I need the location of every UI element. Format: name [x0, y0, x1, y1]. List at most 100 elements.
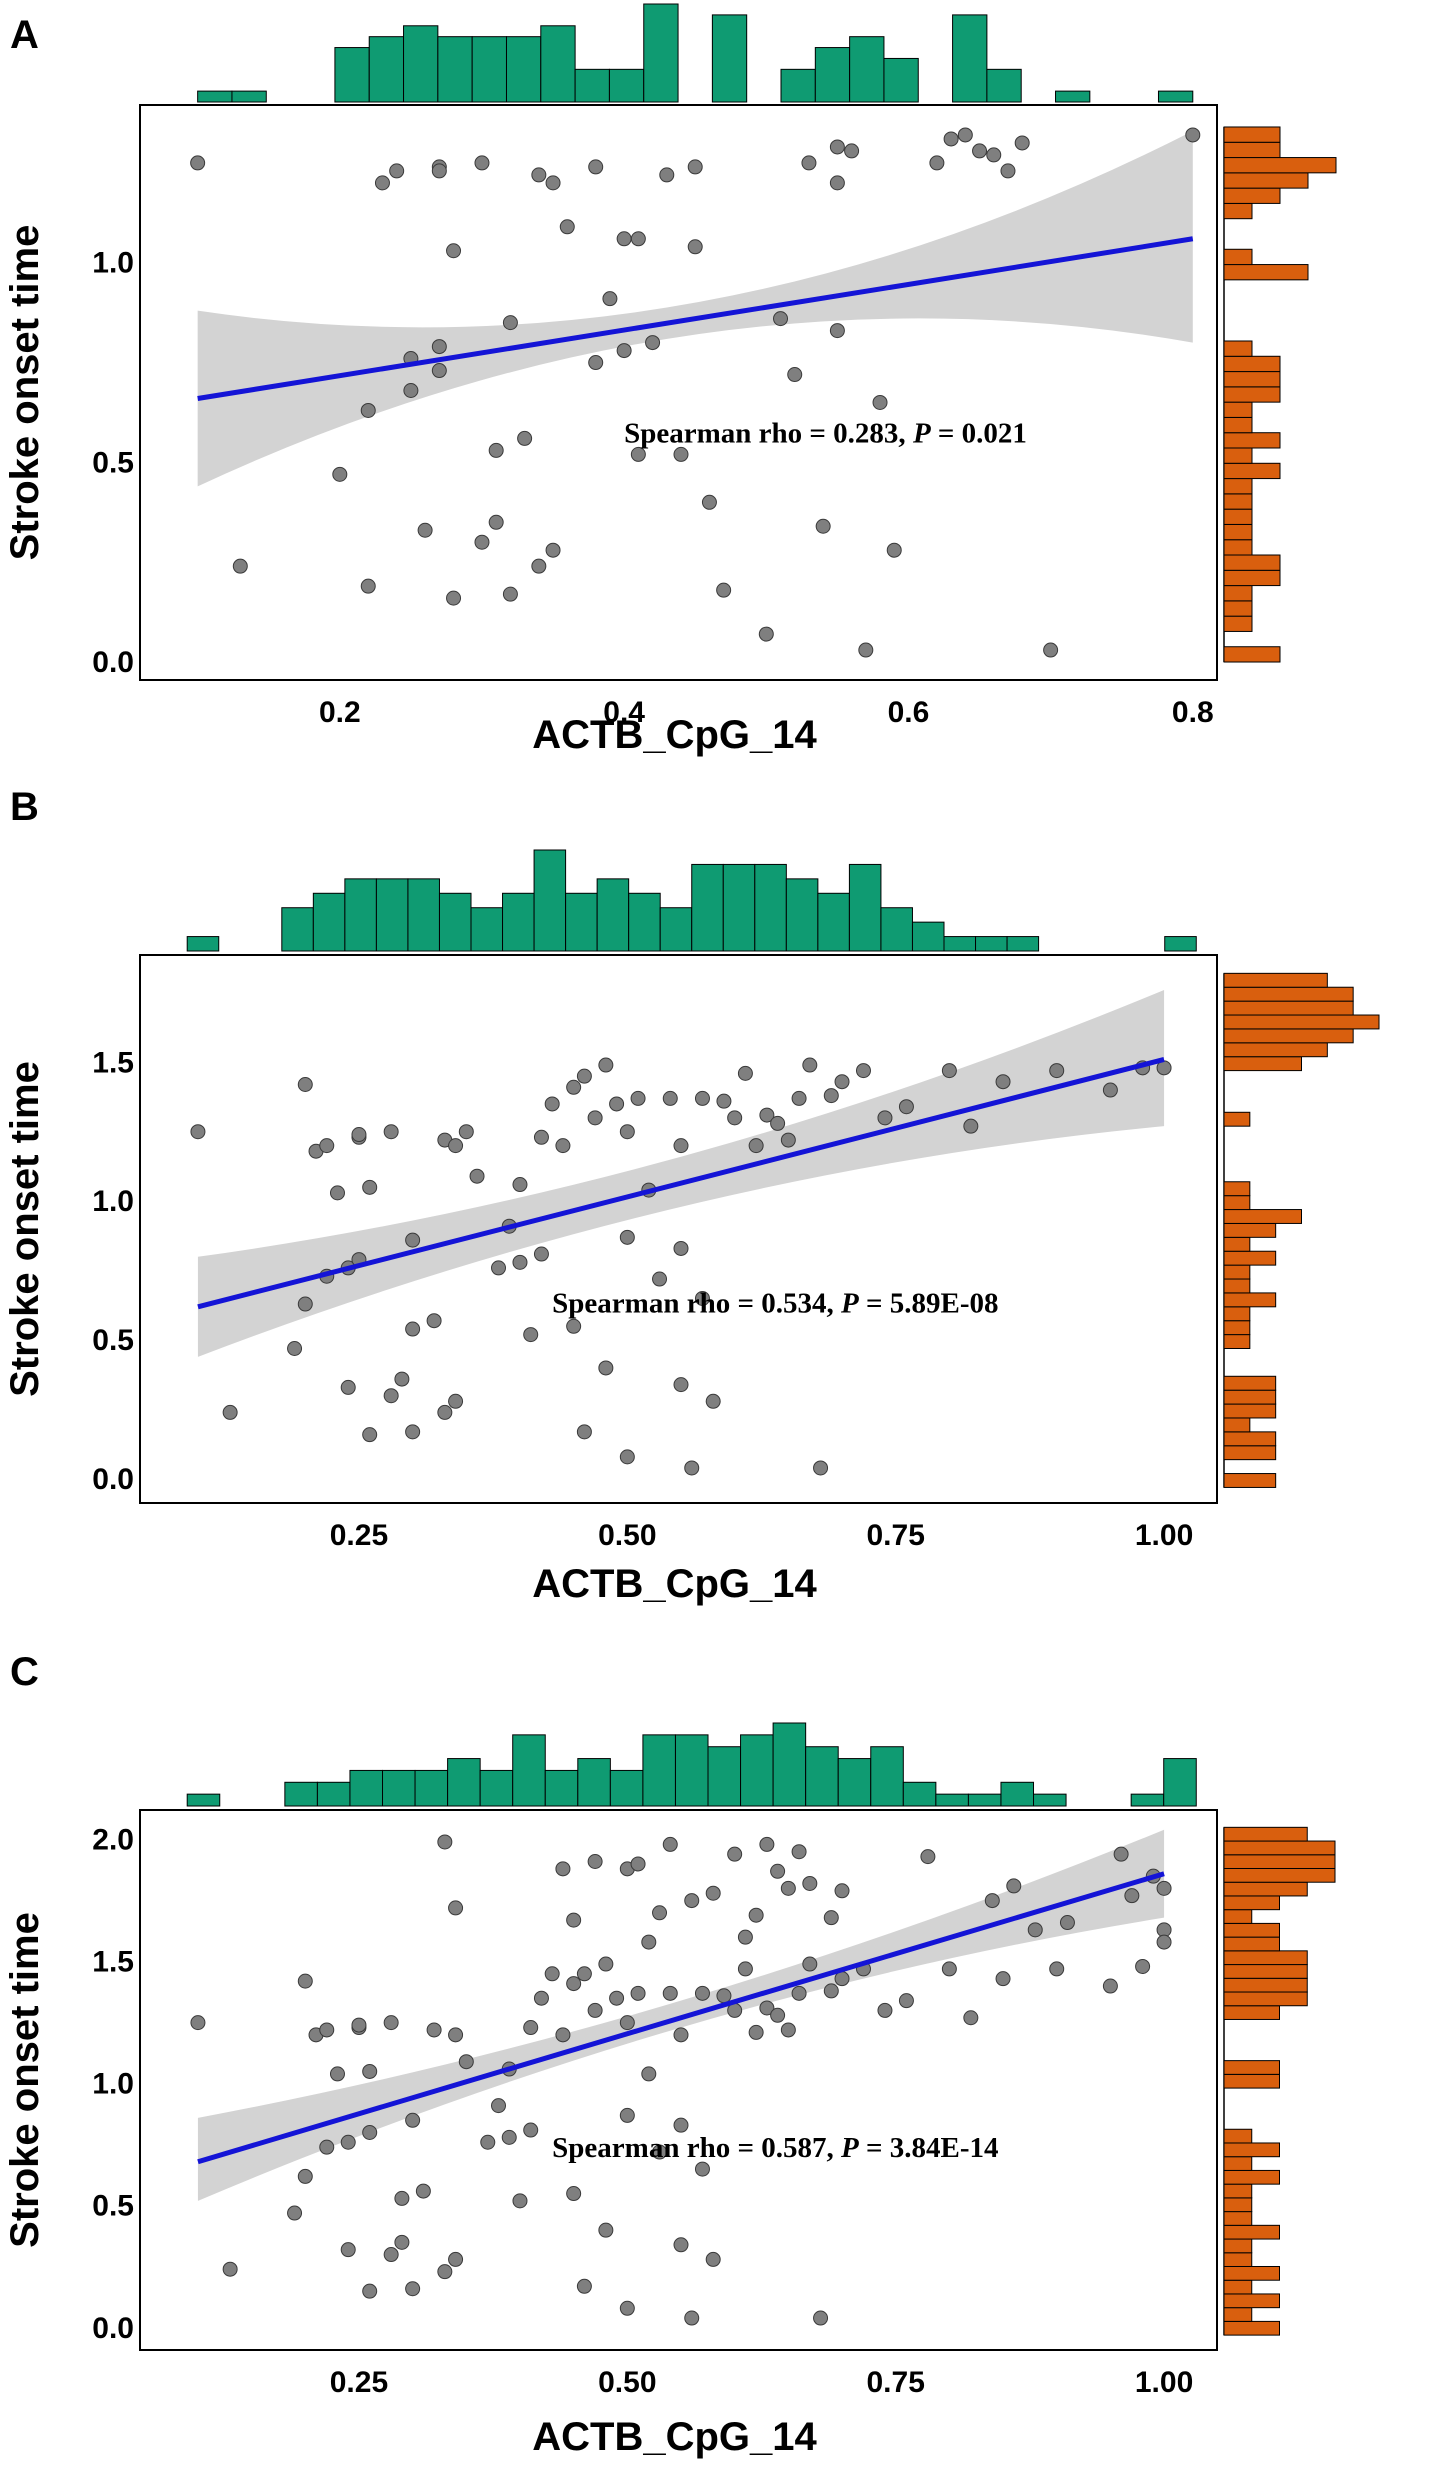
right-histogram: [1223, 1826, 1336, 2336]
annotation-suffix: = 3.84E-14: [859, 2132, 999, 2164]
data-point: [319, 2139, 335, 2155]
data-point: [619, 1124, 635, 1140]
top-hist-bar: [407, 878, 440, 952]
top-hist-bar: [502, 892, 535, 952]
x-axis-ticks: 0.25 0.50 0.75 1.00: [330, 2366, 1193, 2399]
regression-line: [197, 1057, 1165, 1310]
right-histogram: [1223, 972, 1380, 1488]
data-point: [705, 1393, 721, 1409]
right-hist-bar: [1223, 1950, 1308, 1966]
data-point: [684, 2310, 700, 2326]
data-point: [362, 2124, 378, 2140]
right-hist-bar: [1223, 264, 1309, 281]
top-hist-bar: [479, 1769, 514, 1807]
x-tick-label: 1.00: [1135, 2366, 1193, 2399]
data-point: [383, 2015, 399, 2031]
data-point: [523, 2122, 539, 2138]
top-histogram: [197, 3, 1194, 103]
x-tick-label: 0.2: [319, 696, 361, 729]
right-hist-bar: [1223, 157, 1337, 174]
top-hist-bar: [628, 892, 661, 952]
data-point: [362, 1427, 378, 1443]
data-point: [619, 2300, 635, 2316]
right-hist-bar: [1223, 401, 1253, 418]
data-point: [641, 1934, 657, 1950]
x-tick-label: 0.25: [330, 1519, 388, 1552]
data-point: [383, 2247, 399, 2263]
y-tick-label: 1.0: [92, 1185, 134, 1218]
right-hist-bar: [1223, 1181, 1251, 1197]
data-point: [673, 2117, 689, 2133]
data-point: [737, 1065, 753, 1081]
top-hist-bar: [186, 1793, 221, 1807]
data-point: [469, 1168, 485, 1184]
top-hist-bar: [659, 907, 693, 952]
data-point: [802, 1875, 818, 1891]
data-point: [394, 2190, 410, 2206]
data-point: [502, 586, 518, 602]
data-point: [694, 1985, 710, 2001]
y-tick-label: 2.0: [92, 1824, 134, 1857]
data-point: [813, 1460, 829, 1476]
top-hist-bar: [870, 1746, 904, 1807]
data-point: [329, 1185, 345, 1201]
right-hist-bar: [1223, 2320, 1280, 2336]
data-point: [437, 1404, 453, 1420]
data-point: [941, 1063, 957, 1079]
top-hist-bar: [281, 907, 314, 952]
data-point: [394, 1371, 410, 1387]
data-point: [673, 1138, 689, 1154]
data-point: [748, 1138, 764, 1154]
top-hist-bar: [533, 849, 567, 952]
data-point: [759, 1836, 775, 1852]
y-tick-label: 1.5: [92, 1946, 134, 1979]
data-point: [662, 1985, 678, 2001]
data-point: [984, 1893, 1000, 1909]
annotation-prefix: Spearman rho = 0.534,: [552, 1287, 841, 1319]
y-axis-ticks: 0.0 0.5 1.0: [92, 247, 134, 679]
data-point: [576, 1068, 592, 1084]
top-hist-bar: [1055, 90, 1091, 103]
right-hist-bar: [1223, 1867, 1336, 1883]
right-hist-bar: [1223, 615, 1253, 632]
right-hist-bar: [1223, 2279, 1253, 2295]
annotation-prefix: Spearman rho = 0.283,: [624, 417, 913, 449]
data-point: [426, 1313, 442, 1329]
data-point: [566, 1912, 582, 1928]
data-point: [673, 446, 689, 462]
panel-letter: C: [10, 1650, 39, 1694]
data-point: [963, 2010, 979, 2026]
y-tick-label: 0.5: [92, 2190, 134, 2223]
data-point: [523, 1327, 539, 1343]
right-hist-bar: [1223, 523, 1253, 541]
right-hist-bar: [1223, 187, 1281, 204]
data-point: [662, 1090, 678, 1106]
data-point: [512, 2193, 528, 2209]
y-axis-title: Stroke onset time: [3, 1912, 47, 2248]
right-hist-bar: [1223, 202, 1253, 220]
top-hist-bar: [952, 14, 988, 103]
top-hist-bar: [1130, 1793, 1165, 1807]
data-point: [576, 2278, 592, 2294]
top-hist-bar: [642, 1734, 676, 1807]
data-point: [480, 2134, 496, 2150]
top-hist-bar: [512, 1734, 546, 1807]
right-hist-bar: [1223, 386, 1281, 403]
top-hist-bar: [197, 90, 233, 103]
data-point: [780, 1880, 796, 1896]
data-point: [759, 1107, 775, 1123]
top-hist-bar: [470, 907, 504, 952]
data-point: [340, 2134, 356, 2150]
data-point: [1156, 1880, 1172, 1896]
data-point: [957, 127, 973, 143]
right-hist-bar: [1223, 1264, 1251, 1280]
data-point: [716, 582, 732, 598]
top-hist-bar: [609, 1769, 644, 1807]
top-histogram: [186, 849, 1197, 952]
annotation-p-label: P: [840, 1287, 859, 1319]
data-point: [602, 291, 618, 307]
right-hist-bar: [1223, 1236, 1251, 1252]
data-point: [332, 466, 348, 482]
data-point: [941, 1961, 957, 1977]
data-point: [829, 323, 845, 339]
